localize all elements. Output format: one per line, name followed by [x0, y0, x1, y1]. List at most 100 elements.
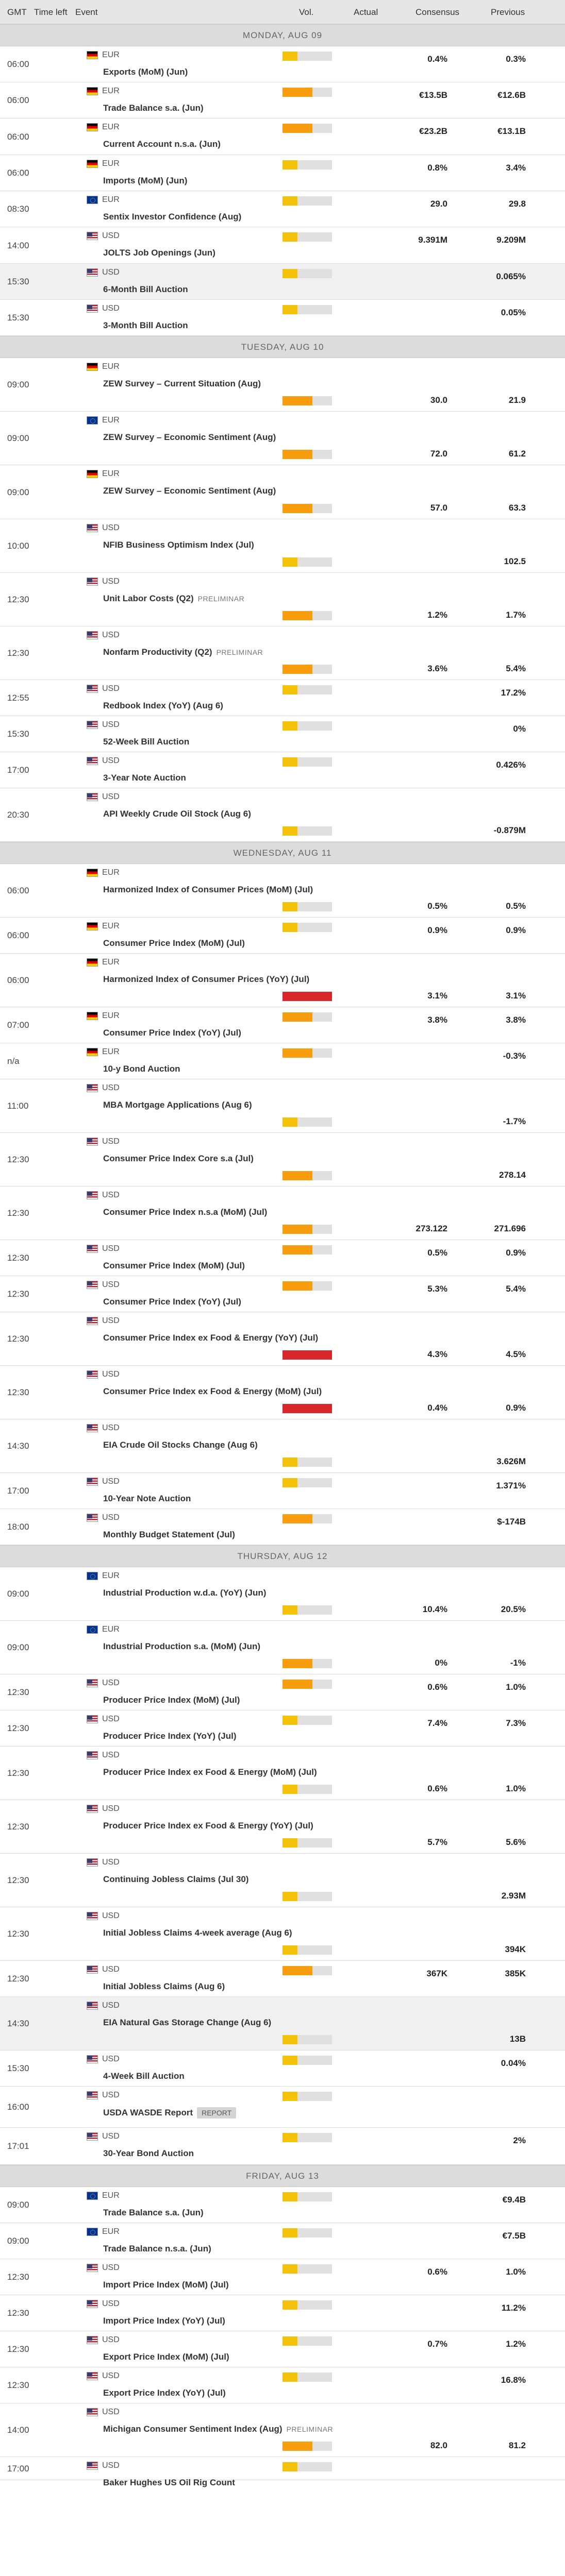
event-name[interactable]: Consumer Price Index ex Food & Energy (Y…: [103, 1333, 318, 1343]
event-name[interactable]: Import Price Index (YoY) (Jul): [103, 2316, 225, 2326]
event-name-text[interactable]: Producer Price Index ex Food & Energy (M…: [103, 1767, 317, 1777]
event-row[interactable]: 15:30 USD 6-Month Bill Auction 0.065%: [0, 264, 565, 300]
event-name-text[interactable]: Consumer Price Index ex Food & Energy (Y…: [103, 1333, 319, 1343]
event-name-text[interactable]: Export Price Index (YoY) (Jul): [103, 2388, 226, 2398]
event-name-text[interactable]: Unit Labor Costs (Q2): [103, 594, 194, 603]
event-name[interactable]: 4-Week Bill Auction: [103, 2071, 185, 2081]
event-name-text[interactable]: Consumer Price Index (MoM) (Jul): [103, 938, 245, 948]
event-name[interactable]: Consumer Price Index (YoY) (Jul): [103, 1297, 241, 1307]
event-row[interactable]: 12:30 USD Export Price Index (YoY) (Jul) 16…: [0, 2367, 565, 2403]
event-name[interactable]: Import Price Index (MoM) (Jul): [103, 2280, 229, 2290]
event-name[interactable]: Initial Jobless Claims (Aug 6): [103, 1981, 225, 1992]
event-row[interactable]: 06:00 EUR Harmonized Index of Consumer Pri…: [0, 864, 565, 918]
event-name[interactable]: EIA Crude Oil Stocks Change (Aug 6): [103, 1440, 258, 1450]
event-row[interactable]: 10:00 USD NFIB Business Optimism Index (Ju…: [0, 519, 565, 573]
event-name[interactable]: Initial Jobless Claims 4-week average (A…: [103, 1928, 292, 1938]
event-name-text[interactable]: Initial Jobless Claims (Aug 6): [103, 1981, 225, 1991]
event-name[interactable]: Exports (MoM) (Jun): [103, 67, 188, 77]
event-row[interactable]: 11:00 USD MBA Mortgage Applications (Aug 6…: [0, 1079, 565, 1133]
event-name[interactable]: ZEW Survey – Economic Sentiment (Aug): [103, 432, 276, 443]
event-name[interactable]: NFIB Business Optimism Index (Jul): [103, 540, 254, 550]
event-row[interactable]: 18:00 USD Monthly Budget Statement (Jul) $-…: [0, 1509, 565, 1545]
event-name[interactable]: Producer Price Index ex Food & Energy (M…: [103, 1767, 317, 1777]
event-name-text[interactable]: EIA Natural Gas Storage Change (Aug 6): [103, 2018, 272, 2027]
event-row[interactable]: 12:30 USD Consumer Price Index (YoY) (Jul)…: [0, 1276, 565, 1312]
event-name[interactable]: Continuing Jobless Claims (Jul 30): [103, 1874, 248, 1885]
event-name[interactable]: Consumer Price Index (YoY) (Jul): [103, 1028, 241, 1038]
event-name[interactable]: 3-Year Note Auction: [103, 773, 186, 783]
event-name-text[interactable]: Consumer Price Index ex Food & Energy (M…: [103, 1386, 322, 1396]
event-name-text[interactable]: Consumer Price Index (YoY) (Jul): [103, 1297, 241, 1307]
event-name-text[interactable]: Trade Balance n.s.a. (Jun): [103, 2244, 211, 2253]
event-name[interactable]: Harmonized Index of Consumer Prices (MoM…: [103, 885, 313, 895]
event-row[interactable]: 09:00 EUR ZEW Survey – Economic Sentiment …: [0, 465, 565, 519]
event-row[interactable]: 14:00 USD Michigan Consumer Sentiment Inde…: [0, 2403, 565, 2457]
event-name-text[interactable]: Export Price Index (MoM) (Jul): [103, 2352, 229, 2362]
event-name-text[interactable]: Producer Price Index (MoM) (Jul): [103, 1695, 240, 1705]
event-row[interactable]: 06:00 EUR Current Account n.s.a. (Jun) €23.…: [0, 118, 565, 155]
event-name-text[interactable]: Imports (MoM) (Jun): [103, 176, 188, 185]
event-row[interactable]: 12:30 USD Producer Price Index ex Food & E…: [0, 1747, 565, 1800]
event-name-text[interactable]: ZEW Survey – Current Situation (Aug): [103, 379, 261, 388]
report-button[interactable]: REPORT: [197, 2107, 237, 2119]
event-name[interactable]: Industrial Production w.d.a. (YoY) (Jun): [103, 1588, 266, 1598]
event-name-text[interactable]: ZEW Survey – Economic Sentiment (Aug): [103, 432, 276, 442]
event-row[interactable]: 12:30 USD Producer Price Index (MoM) (Jul)…: [0, 1674, 565, 1710]
event-row[interactable]: 08:30 EUR Sentix Investor Confidence (Aug)…: [0, 191, 565, 227]
event-name-text[interactable]: Exports (MoM) (Jun): [103, 67, 188, 77]
event-row[interactable]: 12:30 USD Import Price Index (YoY) (Jul) 11…: [0, 2295, 565, 2331]
event-name[interactable]: JOLTS Job Openings (Jun): [103, 248, 215, 258]
event-name-text[interactable]: Sentix Investor Confidence (Aug): [103, 212, 242, 222]
event-name-text[interactable]: Producer Price Index ex Food & Energy (Y…: [103, 1821, 313, 1831]
event-name-text[interactable]: Producer Price Index (YoY) (Jul): [103, 1731, 237, 1741]
event-row[interactable]: 17:00 USD 3-Year Note Auction 0.426%: [0, 752, 565, 788]
event-name[interactable]: Producer Price Index (MoM) (Jul): [103, 1695, 240, 1705]
event-name-text[interactable]: Consumer Price Index (YoY) (Jul): [103, 1028, 241, 1038]
event-row[interactable]: 20:30 USD API Weekly Crude Oil Stock (Aug …: [0, 788, 565, 842]
event-name[interactable]: Consumer Price Index Core s.a (Jul): [103, 1154, 254, 1164]
event-name-text[interactable]: NFIB Business Optimism Index (Jul): [103, 540, 254, 550]
event-name[interactable]: Current Account n.s.a. (Jun): [103, 139, 221, 149]
event-name[interactable]: Trade Balance n.s.a. (Jun): [103, 2244, 211, 2254]
event-row[interactable]: 12:30 USD Consumer Price Index (MoM) (Jul)…: [0, 1240, 565, 1276]
event-name[interactable]: 30-Year Bond Auction: [103, 2148, 194, 2159]
event-name[interactable]: Baker Hughes US Oil Rig Count: [103, 2478, 235, 2488]
event-name-text[interactable]: Baker Hughes US Oil Rig Count: [103, 2478, 235, 2487]
event-row[interactable]: 12:30 USD Initial Jobless Claims (Aug 6) 36…: [0, 1961, 565, 1997]
event-name[interactable]: API Weekly Crude Oil Stock (Aug 6): [103, 809, 251, 819]
event-name-text[interactable]: Continuing Jobless Claims (Jul 30): [103, 1874, 249, 1884]
event-row[interactable]: 06:00 EUR Harmonized Index of Consumer Pri…: [0, 954, 565, 1007]
event-name[interactable]: EIA Natural Gas Storage Change (Aug 6): [103, 2018, 271, 2028]
event-row[interactable]: 09:00 EUR Trade Balance n.s.a. (Jun) €7.5B: [0, 2223, 565, 2259]
event-row[interactable]: 07:00 EUR Consumer Price Index (YoY) (Jul)…: [0, 1007, 565, 1043]
event-name[interactable]: USDA WASDE Report REPORT: [103, 2107, 237, 2119]
event-name[interactable]: Export Price Index (YoY) (Jul): [103, 2388, 226, 2398]
event-row[interactable]: 17:01 USD 30-Year Bond Auction 2%: [0, 2128, 565, 2165]
event-name-text[interactable]: 10-y Bond Auction: [103, 1064, 180, 1074]
event-name-text[interactable]: Consumer Price Index (MoM) (Jul): [103, 1261, 245, 1270]
event-row[interactable]: 12:30 USD Producer Price Index ex Food & E…: [0, 1800, 565, 1854]
event-name-text[interactable]: USDA WASDE Report: [103, 2108, 193, 2117]
event-name[interactable]: Nonfarm Productivity (Q2) PRELIMINAR: [103, 647, 263, 657]
event-name[interactable]: 10-y Bond Auction: [103, 1064, 180, 1074]
event-name[interactable]: Industrial Production s.a. (MoM) (Jun): [103, 1641, 260, 1652]
event-name[interactable]: Producer Price Index (YoY) (Jul): [103, 1731, 237, 1741]
event-name-text[interactable]: Consumer Price Index Core s.a (Jul): [103, 1154, 254, 1163]
event-name[interactable]: Consumer Price Index (MoM) (Jul): [103, 938, 245, 948]
event-row[interactable]: 09:00 EUR ZEW Survey – Current Situation (…: [0, 358, 565, 412]
event-name[interactable]: 3-Month Bill Auction: [103, 320, 188, 331]
event-name[interactable]: Unit Labor Costs (Q2) PRELIMINAR: [103, 594, 244, 604]
event-row[interactable]: 12:30 USD Unit Labor Costs (Q2) PRELIMINAR 1…: [0, 573, 565, 626]
event-row[interactable]: 12:55 USD Redbook Index (YoY) (Aug 6) 17.2%: [0, 680, 565, 716]
event-name-text[interactable]: 52-Week Bill Auction: [103, 737, 190, 747]
event-name[interactable]: Trade Balance s.a. (Jun): [103, 103, 204, 113]
event-row[interactable]: 15:30 USD 4-Week Bill Auction 0.04%: [0, 2050, 565, 2087]
event-name[interactable]: Consumer Price Index n.s.a (MoM) (Jul): [103, 1207, 267, 1217]
event-row[interactable]: 09:00 EUR Industrial Production w.d.a. (Yo…: [0, 1567, 565, 1621]
event-name[interactable]: Monthly Budget Statement (Jul): [103, 1530, 235, 1540]
event-name[interactable]: ZEW Survey – Current Situation (Aug): [103, 379, 261, 389]
event-name-text[interactable]: Michigan Consumer Sentiment Index (Aug): [103, 2424, 282, 2434]
event-name[interactable]: MBA Mortgage Applications (Aug 6): [103, 1100, 252, 1110]
event-row[interactable]: 12:30 USD Import Price Index (MoM) (Jul) 0.…: [0, 2259, 565, 2295]
event-name[interactable]: 10-Year Note Auction: [103, 1494, 191, 1504]
